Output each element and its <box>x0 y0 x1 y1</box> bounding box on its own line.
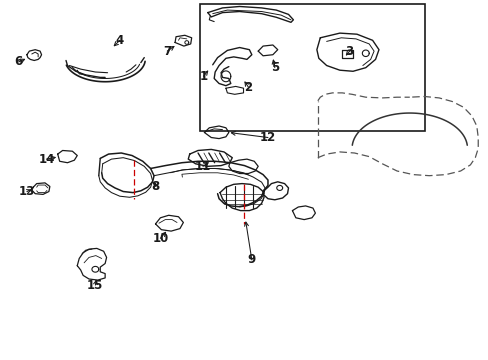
Text: 15: 15 <box>87 279 103 292</box>
Text: 14: 14 <box>38 153 55 166</box>
Text: 1: 1 <box>199 70 207 83</box>
Text: 11: 11 <box>194 160 211 173</box>
Text: 9: 9 <box>247 253 255 266</box>
Text: 2: 2 <box>244 81 252 94</box>
Text: 3: 3 <box>345 45 353 58</box>
Text: 12: 12 <box>259 131 276 144</box>
Text: 10: 10 <box>152 232 168 245</box>
Text: 7: 7 <box>163 45 171 58</box>
Bar <box>200 4 425 131</box>
Text: 5: 5 <box>270 61 278 74</box>
Text: 13: 13 <box>19 185 35 198</box>
Text: 4: 4 <box>116 34 123 47</box>
Text: 8: 8 <box>151 180 159 193</box>
Text: 6: 6 <box>15 55 22 68</box>
